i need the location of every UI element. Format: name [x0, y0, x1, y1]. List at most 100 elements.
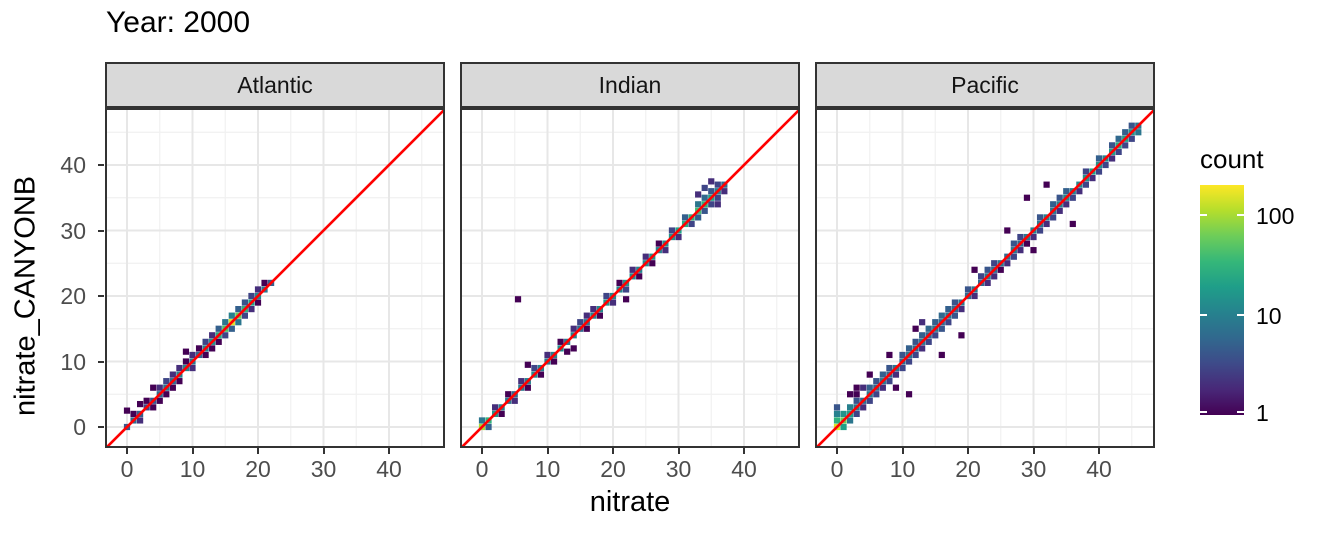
- bin-tile: [866, 384, 873, 391]
- x-tick-mark: [612, 448, 614, 454]
- bin-tile: [189, 351, 196, 359]
- bin-tile: [951, 312, 958, 319]
- bin-tile: [642, 253, 649, 260]
- bin-tile: [241, 312, 248, 319]
- x-tick-label: 40: [376, 456, 402, 482]
- bin-tile: [978, 273, 985, 280]
- legend-tick-left: [1200, 314, 1207, 317]
- bin-tile: [1043, 220, 1050, 228]
- bin-tile: [919, 345, 926, 352]
- bin-tile: [1004, 227, 1011, 234]
- bin-tile: [261, 279, 268, 286]
- bin-tile: [531, 364, 538, 372]
- bin-tile: [879, 384, 886, 391]
- bin-tile: [616, 279, 623, 286]
- bin-tile: [603, 292, 610, 300]
- bin-tile: [860, 384, 867, 391]
- x-tick-label: 20: [955, 456, 981, 482]
- bin-tile: [176, 364, 183, 372]
- bin-tile: [215, 325, 222, 332]
- bin-tile: [1023, 194, 1031, 201]
- x-tick-label: 10: [534, 456, 561, 482]
- bin-tile: [629, 266, 636, 273]
- bin-tile: [1023, 240, 1031, 247]
- bin-tile: [919, 319, 926, 326]
- bin-tile: [478, 417, 486, 424]
- bin-tile: [695, 201, 702, 208]
- bin-tile: [971, 266, 978, 273]
- bin-tile: [209, 332, 216, 339]
- bin-tile: [590, 306, 597, 313]
- panel-border: [815, 108, 1155, 448]
- bin-tile: [853, 391, 860, 398]
- x-tick-label: 10: [889, 456, 916, 482]
- bin-tile: [222, 319, 229, 326]
- x-tick-mark: [257, 448, 259, 454]
- x-tick-mark: [388, 448, 390, 454]
- bin-tile: [1128, 135, 1135, 142]
- y-tick-label: 30: [60, 217, 86, 244]
- plot-title: Year: 2000: [106, 6, 251, 39]
- bin-tile: [840, 423, 847, 431]
- bin-tile: [991, 260, 998, 267]
- bin-tile: [912, 325, 919, 332]
- bin-tile: [505, 391, 512, 398]
- bin-tile: [714, 181, 721, 188]
- x-tick-mark: [836, 448, 838, 454]
- bin-tile: [925, 338, 932, 345]
- legend-tick-right: [1237, 314, 1244, 317]
- bin-tile: [1115, 135, 1122, 142]
- facet-strip-atlantic: Atlantic: [105, 62, 445, 108]
- bin-tile: [596, 312, 603, 319]
- bin-tile: [182, 348, 190, 355]
- bin-tile: [241, 299, 248, 306]
- bin-tile: [544, 351, 551, 359]
- bin-tile: [708, 201, 715, 208]
- bin-tile: [137, 400, 144, 408]
- bin-tile: [235, 319, 242, 326]
- bin-tile: [899, 351, 906, 359]
- bin-tile: [866, 371, 873, 378]
- bin-tile: [662, 247, 669, 254]
- bin-tile: [932, 319, 939, 326]
- bin-tile: [708, 188, 715, 195]
- bin-tile: [514, 296, 522, 303]
- bin-tile: [169, 371, 176, 378]
- bin-tile: [701, 207, 708, 214]
- bin-tile: [668, 227, 676, 234]
- bin-tile: [248, 292, 255, 300]
- bin-tile: [248, 306, 255, 313]
- bin-tile: [1095, 168, 1103, 175]
- bin-tile: [681, 214, 689, 221]
- bin-tile: [912, 338, 919, 345]
- x-tick-mark: [191, 448, 194, 454]
- bin-tile: [1043, 181, 1050, 188]
- bin-tile: [1089, 175, 1096, 182]
- x-tick-mark: [1098, 448, 1100, 454]
- legend-tick-label: 1: [1256, 400, 1269, 426]
- x-tick-mark: [677, 448, 680, 454]
- bin-tile: [524, 361, 531, 368]
- facet-strip-indian: Indian: [460, 62, 800, 108]
- bin-tile: [945, 319, 952, 326]
- bin-tile: [945, 306, 952, 313]
- bin-tile: [1010, 240, 1017, 247]
- y-tick-mark: [98, 229, 104, 232]
- bin-tile: [984, 266, 991, 273]
- bin-tile: [932, 332, 939, 339]
- bin-tile: [958, 332, 965, 339]
- bin-tile: [938, 325, 945, 332]
- bin-tile: [1036, 227, 1044, 234]
- panel-atlantic: [105, 108, 445, 448]
- bin-tile: [564, 348, 571, 355]
- x-tick-label: 0: [475, 456, 489, 482]
- bin-tile: [235, 306, 242, 313]
- bin-tile: [1017, 233, 1024, 241]
- bin-tile: [254, 286, 262, 293]
- y-tick-label: 20: [60, 283, 86, 309]
- bin-tile: [137, 417, 144, 424]
- bin-tile: [833, 410, 841, 417]
- bin-tile: [847, 417, 854, 424]
- bin-tile: [833, 417, 841, 424]
- x-tick-label: 10: [179, 456, 206, 482]
